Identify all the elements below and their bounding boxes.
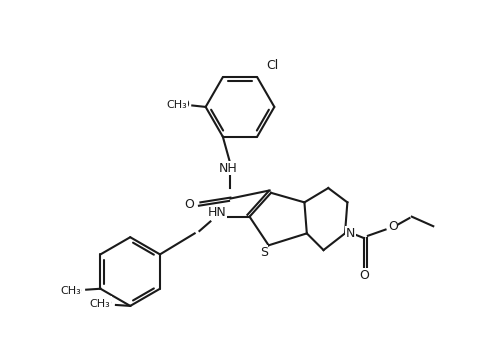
Text: O: O <box>388 220 397 233</box>
Text: Cl: Cl <box>267 59 279 72</box>
Text: O: O <box>184 198 194 211</box>
Text: O: O <box>179 98 189 111</box>
Text: CH₃: CH₃ <box>90 298 110 308</box>
Text: S: S <box>260 246 268 259</box>
Text: HN: HN <box>208 206 227 219</box>
Text: O: O <box>101 297 111 310</box>
Text: O: O <box>359 269 369 282</box>
Text: N: N <box>346 227 355 240</box>
Text: O: O <box>72 285 82 298</box>
Text: CH₃: CH₃ <box>167 100 187 110</box>
Text: NH: NH <box>219 161 238 175</box>
Text: CH₃: CH₃ <box>60 286 81 296</box>
